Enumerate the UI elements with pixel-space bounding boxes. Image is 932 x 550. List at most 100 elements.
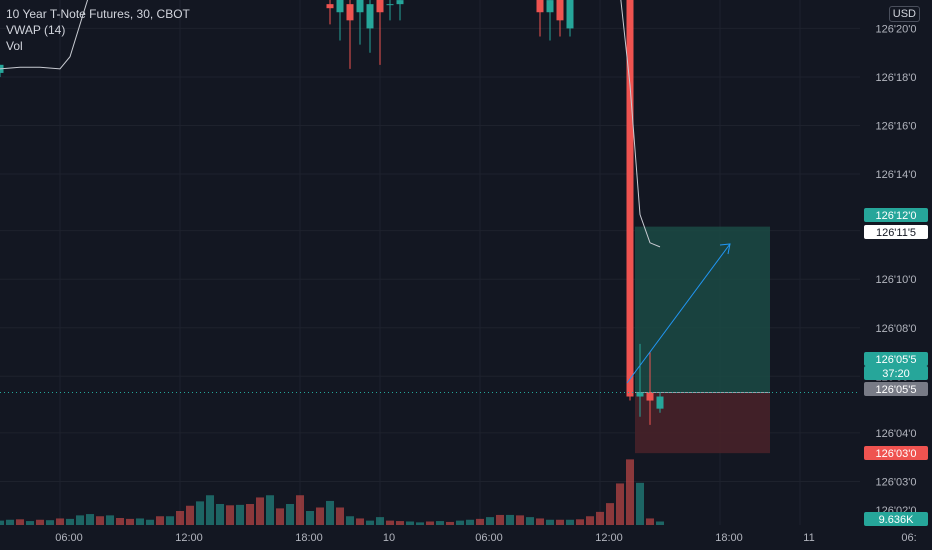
volume-bar: [466, 519, 474, 525]
volume-bar: [96, 516, 104, 525]
volume-bar: [86, 514, 94, 525]
volume-bar: [516, 515, 524, 525]
volume-bar: [206, 495, 214, 525]
arrow-head: [719, 243, 731, 255]
time-tick-label: 11: [803, 532, 814, 544]
volume-bar: [36, 519, 44, 525]
price-tick-label: 126'14'0: [876, 169, 917, 181]
legend-symbol-title[interactable]: 10 Year T-Note Futures, 30, CBOT: [6, 7, 190, 21]
loss-zone: [635, 392, 770, 454]
volume-bar: [336, 507, 344, 525]
volume-bar: [16, 519, 24, 525]
volume-bar: [126, 518, 134, 525]
volume-bar: [606, 503, 614, 525]
volume-bar: [196, 501, 204, 525]
volume-bar: [266, 495, 274, 525]
arrow-line: [626, 243, 731, 384]
candle-body: [556, 0, 564, 21]
volume-bar: [76, 515, 84, 525]
candle-body: [566, 0, 574, 29]
volume-bar: [66, 518, 74, 525]
volume-bar: [366, 520, 374, 525]
volume-bar: [326, 500, 334, 525]
candle-body: [656, 396, 664, 409]
time-axis: 06:00 12:00 18:00 10 06:00 12:00 18:00 11 06:: [55, 532, 916, 544]
volume-bar: [186, 505, 194, 525]
volume-bar: [406, 521, 414, 525]
volume-bar: [556, 519, 564, 525]
entry-price-badge-bg: [864, 382, 928, 396]
candle-body: [396, 0, 404, 5]
volume-bar: [56, 518, 64, 525]
legend-vwap[interactable]: VWAP (14): [6, 23, 66, 37]
time-tick-label: 18:00: [715, 532, 743, 544]
time-tick-label: 06:: [901, 532, 916, 544]
vwap-line: [0, 0, 661, 248]
profit-zone: [635, 226, 770, 393]
candle-body: [646, 392, 654, 401]
target-price-badge-bg: [864, 208, 928, 222]
volume-bar: [106, 515, 114, 525]
currency-button[interactable]: USD: [888, 6, 920, 22]
volume-value-badge-text: 9.636K: [879, 514, 915, 526]
price-tick-label: 126'03'0: [876, 476, 917, 488]
entry-price-badge-text: 126'05'5: [876, 384, 917, 396]
volume-bar: [656, 521, 664, 525]
price-tick-label: 126'10'0: [876, 274, 917, 286]
volume-bar: [356, 518, 364, 525]
volume-bar: [286, 504, 294, 525]
volume-bar: [116, 518, 124, 525]
volume-bar: [346, 516, 354, 525]
volume-bar: [636, 482, 644, 525]
stop-price-badge-text: 126'03'0: [876, 448, 917, 460]
volume-bar: [236, 504, 244, 525]
long-position-tool: [635, 226, 770, 454]
volume-bar: [496, 514, 504, 525]
candles: [0, 0, 664, 425]
price-tick-label: 126'08'0: [876, 323, 917, 335]
bar-countdown-badge-text: 37:20: [882, 368, 910, 380]
current-price-badge-text: 126'05'5: [876, 354, 917, 366]
bar-countdown-badge: 37:20: [864, 366, 928, 380]
volume-bar: [156, 516, 164, 525]
volume-bar: [276, 508, 284, 525]
bar-countdown-badge-bg: [864, 366, 928, 380]
volume-bar: [436, 521, 444, 525]
volume-bar: [536, 518, 544, 525]
price-tick-label: 126'20'0: [876, 23, 917, 35]
entry-price-badge: 126'05'5: [864, 382, 928, 396]
vwap-price-badge-text: 126'11'5: [876, 227, 916, 239]
volume-bar: [316, 507, 324, 525]
volume-bar: [296, 495, 304, 525]
legend-volume[interactable]: Vol: [6, 39, 23, 53]
volume-bar: [246, 504, 254, 525]
candle-body: [536, 0, 544, 13]
volume-bar: [146, 519, 154, 525]
volume-bar: [576, 519, 584, 525]
candle-body: [636, 392, 644, 397]
vwap-price-badge-bg: [864, 225, 928, 239]
time-tick-label: 06:00: [55, 532, 83, 544]
volume-bar: [546, 519, 554, 525]
volume-bar: [456, 520, 464, 525]
volume-bar: [176, 511, 184, 525]
price-axis: 126'20'0 126'18'0 126'16'0 126'14'0 126'12'0…: [860, 0, 932, 550]
volume-bar: [26, 521, 34, 525]
candle-body: [376, 0, 384, 13]
volume-bar: [386, 520, 394, 525]
volume-bar: [596, 511, 604, 525]
volume-bar: [136, 518, 144, 525]
stop-price-badge: 126'03'0: [864, 446, 928, 460]
volume-bar: [0, 520, 4, 525]
candle-body: [546, 0, 554, 13]
price-tick-label: 126'18'0: [876, 72, 917, 84]
volume-series: [0, 459, 664, 525]
arrow-drawing: [626, 243, 731, 384]
stop-price-badge-bg: [864, 446, 928, 460]
candle-body: [356, 0, 364, 13]
volume-bar: [486, 517, 494, 525]
time-tick-label: 12:00: [175, 532, 203, 544]
